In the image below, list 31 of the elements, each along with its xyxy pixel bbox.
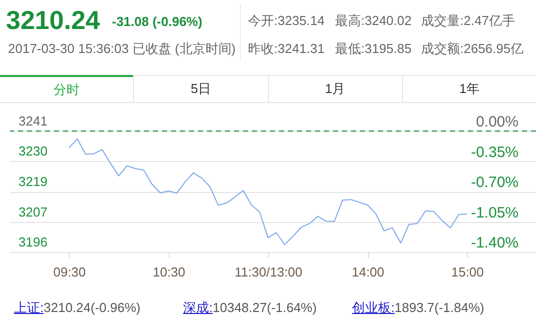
x-tick-label: 15:00 [451,264,484,280]
text: 昨收:3241.31 [248,40,325,58]
text: 分时 [0,75,134,102]
text: 创业板:1893.7(-1.84%) [352,299,484,317]
text: 上证:3210.24(-0.96%) [14,299,140,317]
y2-tick-label: 0.00% [476,114,518,130]
x-tick-label: 14:00 [352,264,384,280]
y-tick-label: 3207 [18,204,48,220]
y2-tick-label: -0.70% [470,174,518,191]
text: 今开:3235.14 [248,12,325,30]
chart-title: 3210.24 [6,5,100,36]
text: 成交额:2656.95亿 [421,40,524,58]
y-tick-label: 3241 [18,114,48,128]
text: 1月 [268,76,402,102]
y2-tick-label: -0.35% [470,144,518,161]
y2-tick-label: -1.05% [470,204,518,222]
y2-tick-label: -1.40% [470,234,518,252]
text: 5日 [133,76,268,102]
chart-subtitle: -31.08 (-0.96%) [112,14,202,29]
text: 深成:10348.27(-1.64%) [183,299,317,317]
y-tick-label: 3196 [18,234,48,250]
text: 2017-03-30 15:36:03 已收盘 (北京时间) [8,40,236,58]
text: 最高:3240.02 [335,12,412,30]
y-tick-label: 3230 [18,144,48,159]
text: 最低:3195.85 [335,40,412,58]
x-tick-label: 10:30 [152,264,186,280]
x-tick-label: 11:30/13:00 [234,264,302,280]
text: 成交量:2.47亿手 [421,12,515,30]
x-tick-label: 09:30 [53,264,86,280]
y-tick-label: 3219 [18,174,48,190]
text: 1年 [402,76,536,102]
